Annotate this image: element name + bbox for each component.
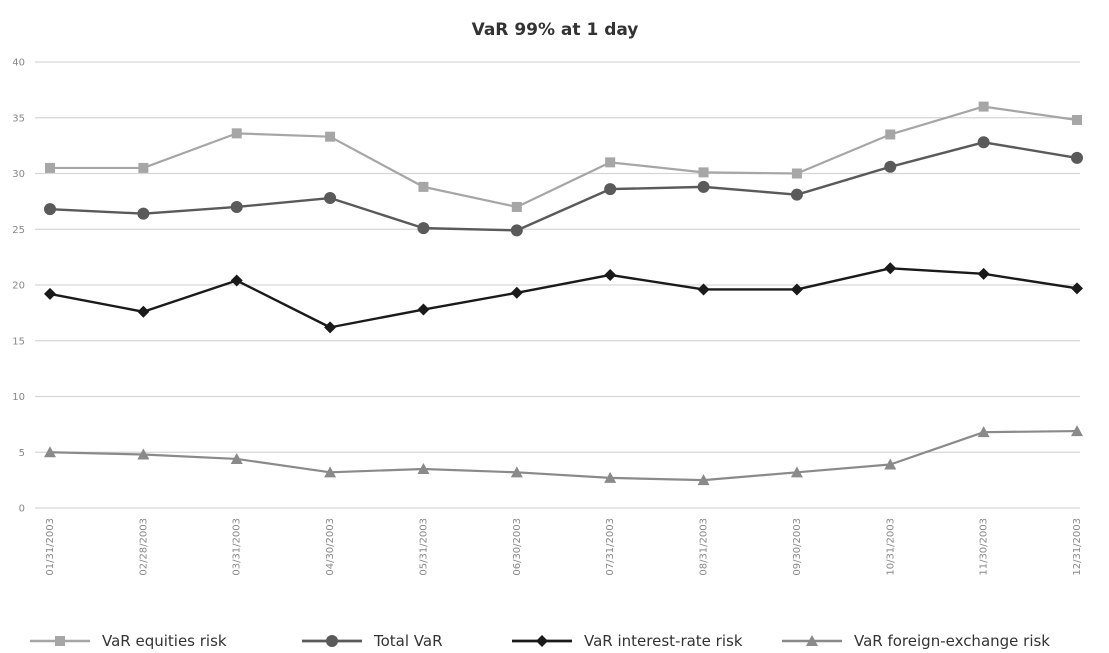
y-tick-label: 30	[12, 169, 25, 180]
data-point	[324, 466, 337, 478]
series-line	[50, 105, 1078, 209]
data-point	[325, 131, 336, 142]
legend-label: Total VaR	[373, 632, 443, 650]
y-tick-label: 10	[12, 392, 25, 403]
legend: VaR equities risk Total VaR VaR interest-r…	[30, 632, 1050, 650]
x-tick-label: 12/31/2003	[1072, 518, 1083, 576]
y-tick-label: 25	[12, 225, 25, 236]
chart-title: VaR 99% at 1 day	[472, 20, 639, 40]
data-point	[137, 207, 150, 220]
data-point	[1071, 282, 1083, 295]
x-tick-label: 05/31/2003	[418, 518, 429, 576]
y-tick-label: 15	[12, 336, 25, 347]
data-point	[605, 157, 616, 168]
x-tick-label: 11/30/2003	[979, 518, 990, 576]
data-point	[138, 162, 149, 173]
data-point	[604, 471, 617, 483]
data-point	[697, 180, 710, 193]
data-point	[44, 203, 56, 216]
data-point	[511, 201, 522, 212]
data-point	[1072, 114, 1082, 125]
data-point	[418, 181, 429, 192]
y-tick-label: 20	[12, 281, 25, 292]
data-point	[791, 168, 802, 179]
data-point	[1071, 425, 1083, 437]
series-line	[49, 267, 1078, 329]
data-point	[417, 462, 430, 474]
data-point	[510, 286, 523, 299]
data-point	[137, 448, 150, 460]
data-point	[44, 287, 56, 300]
legend-label: VaR interest-rate risk	[584, 632, 743, 650]
y-axis-ticks: 0 5 10 15 20 25 30 35 40	[12, 58, 25, 515]
data-point	[790, 188, 803, 201]
data-point	[697, 474, 710, 486]
data-point	[44, 446, 56, 458]
data-point	[230, 200, 243, 213]
data-point	[790, 466, 803, 478]
data-point	[885, 129, 896, 140]
data-point	[510, 466, 523, 478]
legend-item: VaR equities risk	[30, 632, 227, 650]
legend-swatch-marker	[536, 635, 548, 647]
data-point	[324, 321, 337, 334]
legend-swatch-marker	[55, 636, 65, 646]
x-tick-label: 02/28/2003	[138, 518, 149, 576]
series-group	[45, 101, 1082, 212]
x-tick-label: 03/31/2003	[232, 518, 243, 576]
data-point	[697, 283, 710, 296]
legend-swatch-marker	[806, 635, 818, 646]
data-point	[324, 192, 337, 205]
data-point	[1071, 151, 1083, 164]
legend-swatch-marker	[326, 635, 338, 647]
x-tick-label: 07/31/2003	[605, 518, 616, 576]
data-point	[45, 162, 55, 173]
data-point	[790, 283, 803, 296]
x-tick-label: 09/30/2003	[792, 518, 803, 576]
series-line	[49, 141, 1078, 232]
x-tick-label: 10/31/2003	[885, 518, 896, 576]
data-point	[884, 262, 897, 275]
data-point	[884, 160, 897, 173]
legend-item: Total VaR	[302, 632, 443, 650]
data-point	[604, 268, 617, 281]
legend-label: VaR equities risk	[102, 632, 227, 650]
series-group	[44, 136, 1083, 237]
data-point	[977, 426, 990, 438]
legend-item: VaR interest-rate risk	[512, 632, 743, 650]
data-point	[230, 452, 243, 464]
y-tick-label: 5	[19, 448, 25, 459]
data-point	[977, 267, 990, 280]
data-point	[137, 305, 150, 318]
series-group	[44, 262, 1083, 334]
y-tick-label: 40	[12, 58, 25, 69]
data-point	[510, 224, 523, 237]
x-tick-label: 06/30/2003	[512, 518, 523, 576]
y-tick-label: 0	[19, 504, 25, 515]
series-layer	[44, 101, 1083, 486]
legend-item: VaR foreign-exchange risk	[782, 632, 1050, 650]
data-point	[698, 167, 709, 178]
data-point	[884, 458, 897, 470]
series-line	[49, 429, 1078, 482]
x-tick-label: 04/30/2003	[325, 518, 336, 576]
data-point	[978, 101, 989, 112]
y-tick-label: 35	[12, 113, 25, 124]
data-point	[231, 128, 242, 139]
x-axis-ticks: 01/31/2003 02/28/2003 03/31/2003 04/30/2003…	[45, 518, 1083, 576]
data-point	[604, 183, 617, 196]
data-point	[417, 303, 430, 316]
data-point	[230, 274, 243, 287]
data-point	[977, 136, 990, 149]
x-tick-label: 01/31/2003	[45, 518, 56, 576]
x-tick-label: 08/31/2003	[699, 518, 710, 576]
series-group	[44, 425, 1083, 486]
legend-label: VaR foreign-exchange risk	[854, 632, 1050, 650]
data-point	[417, 222, 430, 235]
